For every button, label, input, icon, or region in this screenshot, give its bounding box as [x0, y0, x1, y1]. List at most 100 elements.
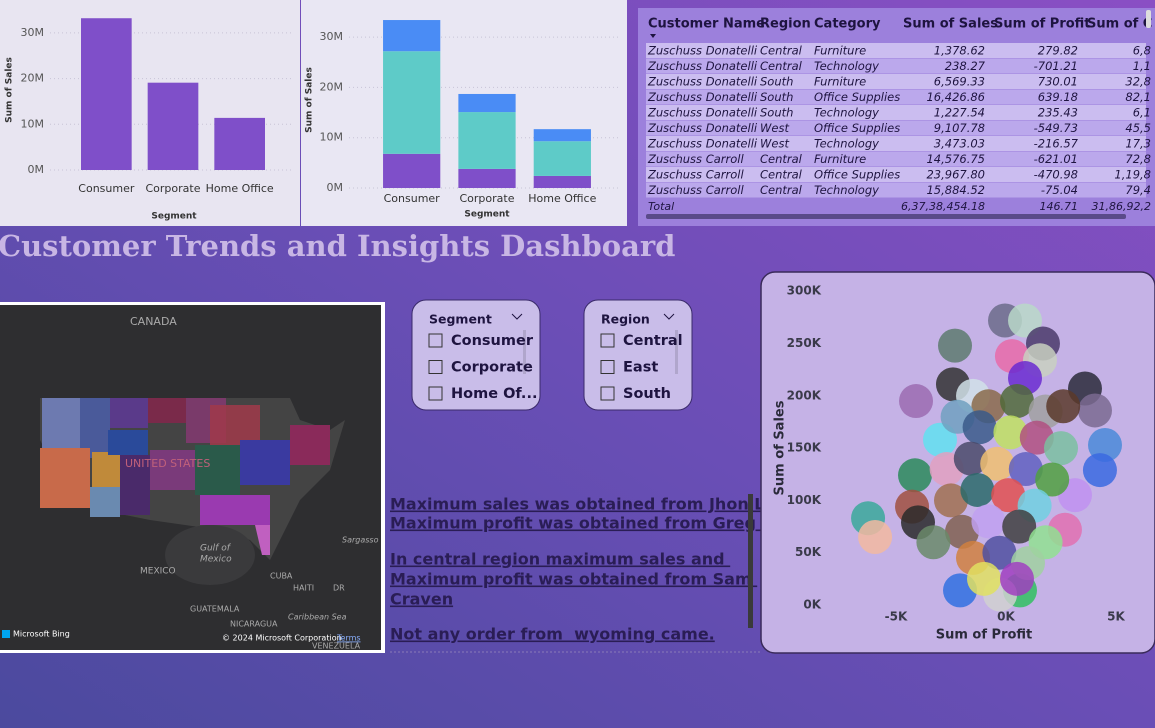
checkbox[interactable]: [600, 333, 615, 348]
y-tick-label: 0K: [803, 598, 821, 612]
table-cell: 14,576.75: [926, 152, 985, 166]
slicer-item: Consumer: [451, 333, 534, 349]
table-cell: 6,8: [1133, 44, 1151, 58]
table-cell: Zuschuss Carroll: [647, 168, 744, 182]
attribution: Microsoft Bing: [13, 630, 70, 639]
checkbox[interactable]: [428, 386, 443, 401]
table-cell: Zuschuss Carroll: [647, 152, 744, 166]
table-cell: Central: [760, 168, 803, 182]
map-label: NICARAGUA: [230, 620, 278, 629]
insight-text: Maximum profit was obtained from Sam: [390, 570, 757, 589]
table-row: [646, 105, 1146, 120]
table-cell: Zuschuss Donatelli: [647, 137, 758, 151]
checkbox[interactable]: [600, 360, 615, 374]
table-cell: 235.43: [1038, 106, 1078, 120]
table-cell: 15,884.52: [926, 183, 985, 197]
map: CANADA UNITED STATES Gulf of Mexico MEXI…: [0, 302, 385, 653]
insight-text: Maximum sales was obtained from Jhon Lee: [390, 495, 786, 514]
table-cell: Zuschuss Carroll: [647, 183, 744, 197]
bubble: [980, 446, 1015, 481]
slicer-chevron: [663, 313, 675, 320]
y-tick-label: 300K: [787, 284, 822, 298]
state: [110, 398, 148, 428]
insight-text: Craven: [390, 590, 453, 609]
table-cell: Zuschuss Donatelli: [647, 121, 758, 135]
table-cell: 238.27: [945, 59, 986, 73]
table-cell: West: [760, 121, 789, 135]
table-row: [646, 58, 1146, 74]
bubble: [991, 478, 1026, 513]
y-tick-label: 20M: [320, 80, 344, 93]
checkbox[interactable]: [428, 360, 443, 374]
table-cell: South: [760, 90, 793, 104]
bar-segment: [458, 112, 516, 169]
x-tick-label: 5K: [1107, 610, 1125, 624]
x-tick-label: Consumer: [78, 182, 135, 195]
insight-text: In central region maximum sales and: [390, 550, 730, 569]
y-tick-label: 50K: [795, 545, 822, 559]
x-tick-label: -5K: [885, 610, 908, 624]
slicer-item: South: [623, 386, 671, 402]
x-tick-label: Home Office: [206, 182, 274, 195]
bubble: [923, 422, 957, 457]
state: [42, 398, 80, 448]
table-cell: Office Supplies: [814, 168, 900, 182]
bubble: [967, 561, 1001, 596]
bubble: [934, 483, 968, 518]
table-cell: 45,5: [1125, 121, 1151, 135]
table-cell: 32,8: [1125, 75, 1151, 89]
column-header: Sum of C: [1087, 17, 1152, 32]
y-axis-label: Sum of Sales: [5, 57, 15, 123]
table-cell: 6,569.33: [934, 75, 985, 89]
x-tick-label: Consumer: [384, 192, 441, 205]
bubble: [1044, 431, 1078, 466]
bubble: [1002, 509, 1037, 544]
table-cell: Zuschuss Donatelli: [647, 44, 758, 58]
table-cell: Central: [760, 44, 803, 58]
scrollbar: [748, 494, 753, 628]
table-cell: Furniture: [814, 44, 866, 58]
y-tick-label: 30M: [320, 30, 344, 43]
bar-segment: [533, 141, 591, 176]
column-header: Customer Name: [648, 17, 765, 32]
map-label: Sargasso: [342, 536, 379, 545]
insight-text: Not any order from wyoming came.: [390, 625, 715, 644]
x-tick-label: Corporate: [460, 192, 515, 205]
column-header: Sum of Profit: [994, 17, 1091, 32]
bubble: [1008, 303, 1043, 338]
slicer-card: [583, 299, 693, 411]
table-cell: 72,8: [1125, 152, 1151, 166]
table-cell: Central: [760, 59, 803, 73]
state: [240, 440, 290, 485]
map-label: MEXICO: [140, 567, 176, 577]
checkbox[interactable]: [428, 333, 443, 348]
logo: [2, 630, 10, 638]
table-cell: Central: [760, 152, 803, 166]
table-cell: Office Supplies: [814, 121, 900, 135]
table-cell: 82,1: [1125, 90, 1151, 104]
bar-segment: [383, 153, 441, 188]
table-cell: 23,967.80: [926, 168, 985, 182]
bubble: [993, 415, 1028, 450]
column-header: Category: [814, 17, 881, 32]
x-axis-label: Sum of Profit: [936, 628, 1033, 643]
slicer-card: [411, 299, 541, 411]
bar: [147, 82, 199, 170]
y-tick-label: 100K: [787, 493, 822, 507]
table-cell: Furniture: [814, 75, 866, 89]
table-cell: 279.82: [1038, 44, 1078, 58]
y-tick-label: 30M: [21, 26, 45, 39]
bubble: [953, 441, 988, 476]
y-tick-label: 150K: [787, 441, 822, 455]
y-axis-label: Sum of Sales: [773, 400, 788, 495]
state: [290, 425, 330, 465]
state: [195, 445, 240, 495]
checkbox[interactable]: [600, 386, 615, 401]
bubble: [1046, 389, 1081, 424]
table-cell: 1,19,8: [1114, 168, 1151, 182]
state: [92, 452, 120, 487]
slicer-scroll: [675, 330, 678, 374]
terms-link[interactable]: Terms: [336, 634, 361, 643]
